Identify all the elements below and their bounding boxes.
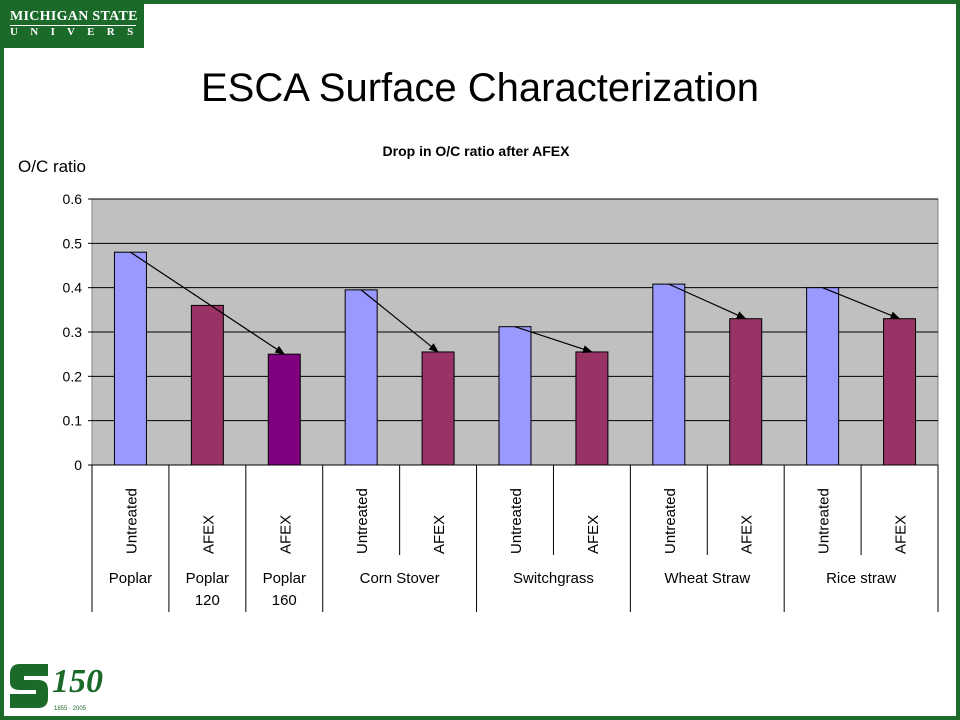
bar-label: AFEX xyxy=(277,515,294,554)
bar xyxy=(421,351,455,466)
bar-label: Untreated xyxy=(354,488,371,554)
group-label: Poplar xyxy=(263,570,306,587)
msu-spartan-s-150-years-icon: 150 1855 · 2005 xyxy=(10,663,103,712)
seal-years: 1855 · 2005 xyxy=(54,706,87,712)
logo-divider xyxy=(10,25,136,26)
bar xyxy=(806,287,840,466)
bar xyxy=(267,353,301,466)
y-tick-label: 0.1 xyxy=(63,413,83,429)
y-tick-label: 0.5 xyxy=(63,235,83,251)
msu-logo: MICHIGAN STATE U N I V E R S I T Y xyxy=(0,0,189,48)
drop-arrow xyxy=(514,326,593,353)
bar xyxy=(575,351,609,466)
group-label-line2: 160 xyxy=(272,592,297,609)
y-tick-label: 0.6 xyxy=(63,191,83,207)
group-label: Rice straw xyxy=(826,570,896,587)
group-label-line2: 120 xyxy=(195,592,220,609)
bar-label: AFEX xyxy=(739,515,756,554)
group-label: Switchgrass xyxy=(513,570,594,587)
bar xyxy=(113,251,147,466)
logo-line2: U N I V E R S I T Y xyxy=(10,26,194,38)
drop-arrow xyxy=(668,283,747,320)
logo-line1: MICHIGAN STATE xyxy=(10,9,138,24)
chart-title: Drop in O/C ratio after AFEX xyxy=(383,143,571,159)
drop-arrow xyxy=(360,289,439,353)
bar xyxy=(883,318,917,466)
bar xyxy=(652,283,686,466)
y-tick-label: 0.3 xyxy=(63,324,83,340)
bar xyxy=(190,304,224,466)
group-label: Wheat Straw xyxy=(664,570,750,587)
bar-label: Untreated xyxy=(662,488,679,554)
bar-label: Untreated xyxy=(123,488,140,554)
bar-label: AFEX xyxy=(585,515,602,554)
bar xyxy=(729,318,763,466)
drop-arrow xyxy=(822,287,901,320)
bar xyxy=(344,289,378,466)
y-tick-label: 0.4 xyxy=(63,280,83,296)
group-label: Corn Stover xyxy=(360,570,440,587)
bar-label: Untreated xyxy=(816,488,833,554)
group-label: Poplar xyxy=(186,570,229,587)
y-tick-label: 0 xyxy=(74,457,82,473)
bar-label: Untreated xyxy=(508,488,525,554)
y-tick-label: 0.2 xyxy=(63,368,83,384)
bar xyxy=(498,326,532,466)
drop-arrow xyxy=(130,251,286,355)
group-label: Poplar xyxy=(109,570,152,587)
bar-label: AFEX xyxy=(893,515,910,554)
seal-150-mark: 150 xyxy=(52,663,103,700)
y-axis-label: O/C ratio xyxy=(18,157,86,176)
bar-label: AFEX xyxy=(431,515,448,554)
slide-title: ESCA Surface Characterization xyxy=(200,66,760,110)
bar-label: AFEX xyxy=(200,515,217,554)
